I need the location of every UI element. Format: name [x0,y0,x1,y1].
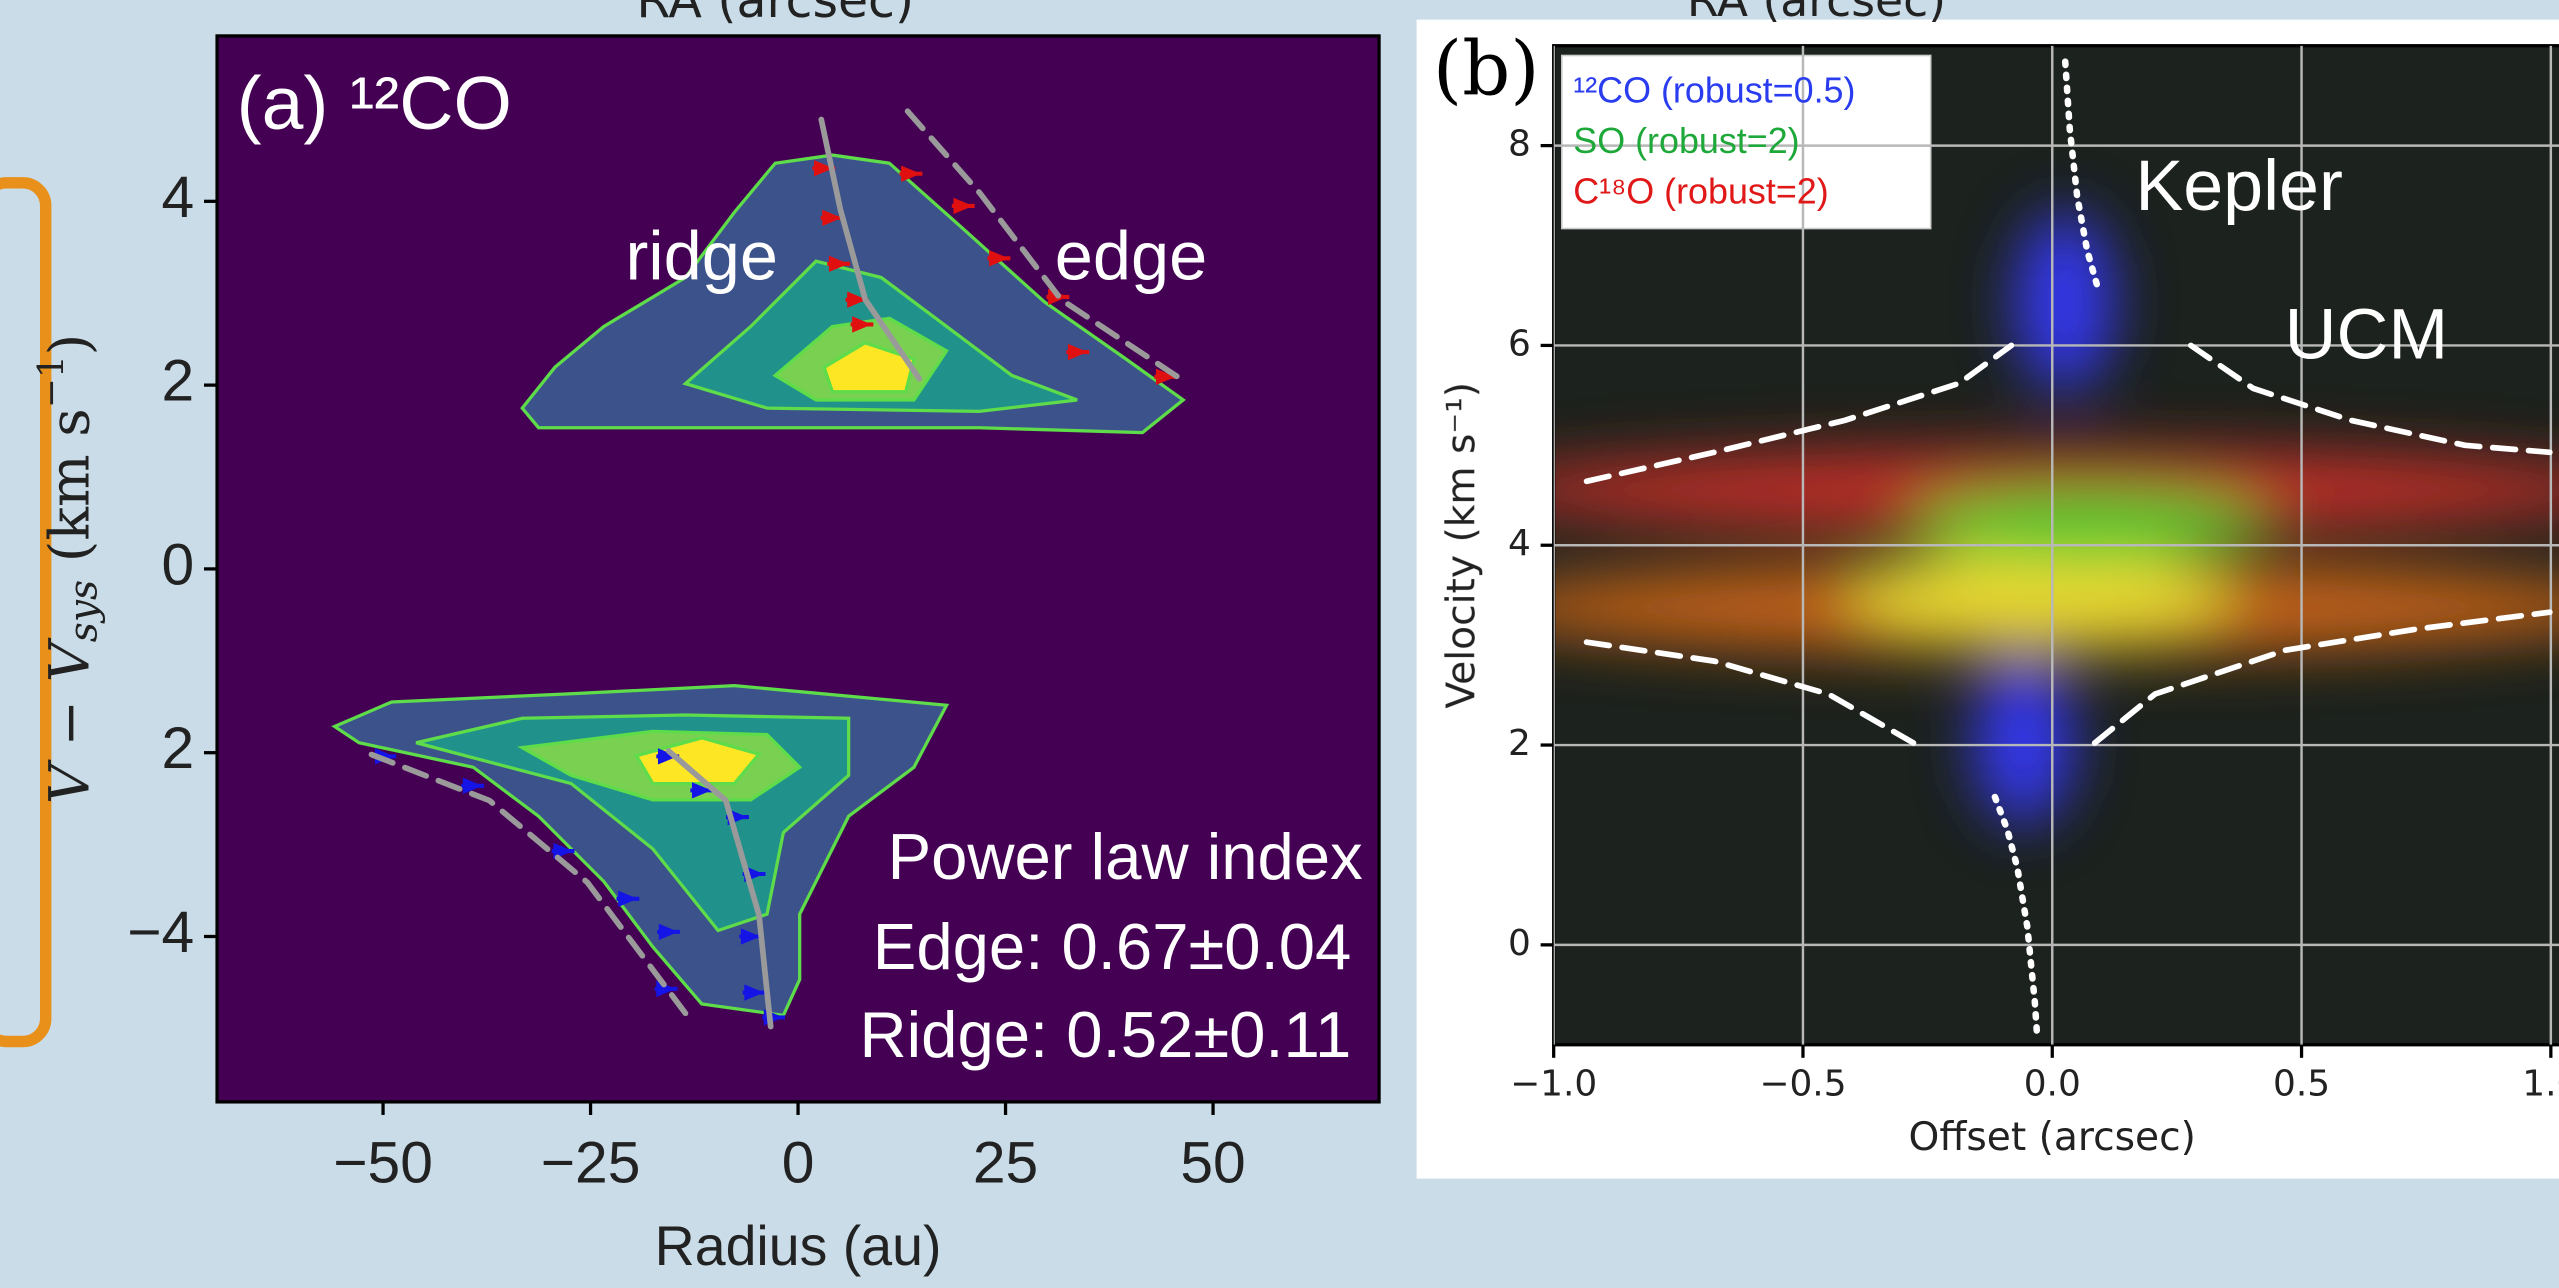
legend-entry: ¹²CO (robust=0.5) [1573,71,1855,111]
y-tick-label: 2 [1508,723,1531,764]
y-tick-label: 4 [162,165,195,230]
legend-box [1561,54,1932,230]
y-tick-label: 4 [1508,523,1531,564]
curve [1583,639,1917,746]
y-tick-label: 2 [162,716,195,781]
data-point [1067,343,1088,361]
data-point [462,777,483,794]
curve [1583,342,2015,485]
panel-title: (b) [1433,25,1540,113]
annotation: UCM [2285,295,2448,375]
y-tick-label: 2 [162,349,195,414]
y-tick-label: 0 [1508,923,1531,964]
panel-title: (a) ¹²CO [237,61,512,145]
data-point [828,255,849,272]
curve [904,108,1191,387]
x-tick-label: −25 [541,1131,641,1196]
top-axis-label: RA (arcsec) [636,0,914,29]
emission-map [1553,212,2559,825]
data-point [740,928,761,945]
data-point [989,250,1009,267]
x-tick-label: 0 [782,1131,815,1196]
y-axis-label: Velocity (km s⁻¹) [1439,382,1484,709]
y-axis-label-part: sys [62,580,107,642]
annotation: Power law index [888,820,1363,893]
x-tick-label: 0.5 [2273,1064,2330,1105]
data-point [744,984,764,1001]
y-axis-label-part: −1 [31,355,72,408]
curve [665,748,774,1030]
x-tick-label: −1.0 [1510,1064,1597,1105]
annotation: edge [1055,217,1207,294]
plot-layer [1553,45,2559,1045]
y-tick-label: −4 [127,900,194,965]
data-point [658,923,679,941]
data-point [618,890,638,907]
x-axis-label: Radius (au) [655,1215,942,1277]
data-point [847,291,867,308]
x-tick-label: −50 [333,1131,433,1196]
y-axis-label-part: V − V [37,637,102,804]
x-tick-label: 50 [1180,1131,1245,1196]
curve [2188,342,2553,456]
side-box [0,177,52,1048]
y-axis-label-part: ) [37,334,102,356]
x-axis-label: Offset (arcsec) [1909,1115,2196,1160]
top-axis-label: RA (arcsec) [1687,0,1946,27]
plot-layer [368,108,1191,1030]
annotation: ridge [626,217,778,294]
x-tick-label: 0.0 [2024,1064,2081,1105]
x-tick-label: −0.5 [1759,1064,1846,1105]
data-point [657,748,678,765]
data-point [822,209,842,227]
x-tick-label: 25 [973,1131,1038,1196]
annotation: Ridge: 0.52±0.11 [860,998,1352,1071]
annotation: Edge: 0.67±0.04 [873,910,1351,983]
data-point [953,197,974,215]
curve [2061,58,2101,289]
curve [368,751,692,1021]
curve [1991,793,2041,1043]
annotation: Kepler [2135,146,2343,226]
y-tick-label: 8 [1508,124,1531,165]
y-tick-label: 6 [1508,323,1531,364]
data-point [813,160,834,177]
curve [2091,609,2553,746]
data-point [1155,368,1176,386]
x-tick-label: 1.0 [2522,1064,2559,1105]
y-axis-label: V − Vsys (km s−1) [31,334,107,804]
curve [818,116,923,382]
legend-entry: C¹⁸O (robust=2) [1573,172,1828,212]
legend-entry: SO (robust=2) [1573,121,1799,161]
y-axis-label-part: (km s [37,408,102,580]
data-point [852,316,872,333]
data-point [691,782,712,799]
data-point [901,165,921,182]
y-tick-label: 0 [162,532,195,597]
